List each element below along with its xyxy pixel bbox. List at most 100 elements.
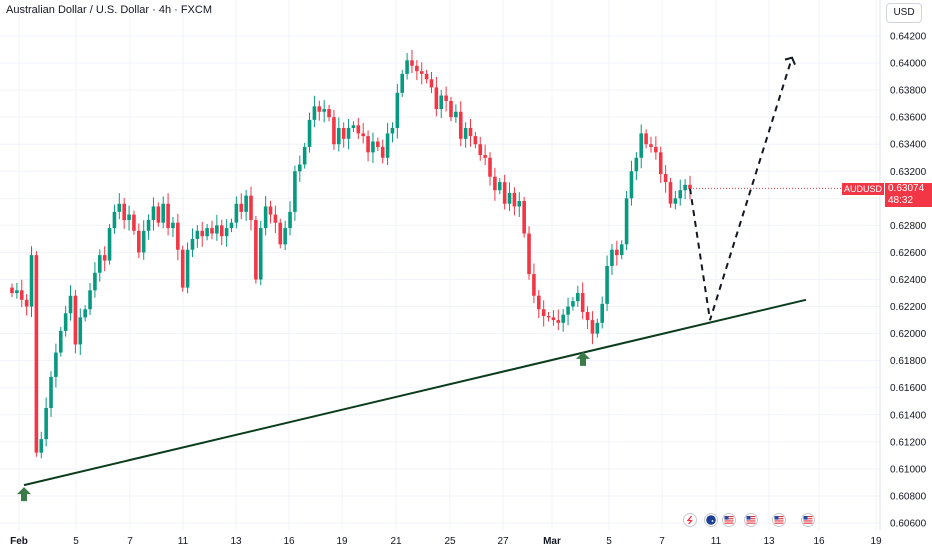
candle [356,117,361,140]
y-tick-label: 0.61000 [890,464,927,475]
x-tick-label: 7 [127,536,133,547]
candle [429,71,434,94]
candle [405,53,409,80]
candle [444,86,448,112]
y-tick-label: 0.64000 [890,59,927,70]
candle [205,224,209,241]
candle [180,245,185,292]
x-tick-label: 16 [283,536,295,547]
candle [527,226,531,280]
up-arrow-icon [17,487,31,502]
flag-us-icon[interactable] [722,513,736,527]
candle [644,129,648,149]
candle [376,137,380,151]
candle [615,240,619,266]
x-tick-label: 25 [444,536,456,547]
candle [195,225,200,248]
projection-path[interactable] [689,57,793,321]
candle [571,297,575,311]
flag-us-icon[interactable] [801,513,815,527]
flag-us-icon[interactable] [744,513,758,527]
x-tick-label: Feb [10,536,28,547]
flag-us-icon[interactable] [772,513,786,527]
candle [458,101,463,147]
candle [566,297,570,326]
y-tick-label: 0.62600 [890,248,927,259]
candle [688,175,692,200]
candle [190,228,195,258]
candle [19,279,24,308]
candle [419,62,424,85]
y-tick-label: 0.62000 [890,329,927,340]
y-tick-label: 0.61800 [890,356,927,367]
x-tick-label: Mar [543,536,561,547]
candle [54,343,58,388]
candle [185,242,190,294]
candle [156,202,161,227]
candle [107,224,112,265]
y-tick-label: 0.60600 [890,519,927,530]
lightning-icon[interactable] [683,513,697,527]
candle [395,83,400,139]
candle [493,167,497,201]
candle [683,179,687,200]
candle [122,198,126,229]
currency-button[interactable]: USD [886,3,922,23]
drawings-layer [17,56,880,502]
candle [449,96,453,122]
candle [141,220,146,260]
candle [249,186,253,231]
candle [258,220,263,286]
candle [556,309,561,331]
x-tick-label: 21 [390,536,402,547]
x-tick-label: 19 [870,536,882,547]
candle [610,244,614,275]
y-tick-label: 0.61400 [890,410,927,421]
candle [497,178,502,195]
candle [668,178,673,208]
candle [151,197,156,231]
candle [663,165,668,193]
candle [171,217,175,238]
candle [351,121,356,133]
candle [200,221,205,247]
candle [34,251,39,457]
candle [517,192,522,218]
candle [576,285,580,307]
candle [507,182,512,212]
candle [146,214,151,240]
candle [400,69,405,97]
candle [283,220,287,251]
support-trendline[interactable] [23,298,807,487]
candle [624,191,629,251]
chart-grid [0,0,881,530]
chart-title: Australian Dollar / U.S. Dollar · 4h · F… [6,4,212,16]
candle [327,104,331,122]
candle [536,290,541,319]
candle [127,205,131,231]
candle [239,193,244,220]
candle [161,196,166,229]
y-tick-label: 0.61200 [890,437,927,448]
candle [541,300,546,327]
candle [83,305,87,322]
candle [532,263,536,304]
candle [673,191,678,210]
candle [341,122,346,148]
candle [649,136,653,153]
flag-au-icon[interactable] [704,513,718,527]
candle [10,283,14,298]
candle [166,193,170,236]
candle [361,122,365,144]
candle [424,69,429,84]
x-tick-label: 11 [711,536,722,547]
y-tick-label: 0.60800 [890,491,927,502]
price-axis: 0.64200 0.64000 0.63800 0.63600 0.63400 0.632… [890,32,927,530]
candle [639,124,644,169]
candle [254,215,258,284]
candle [39,431,44,459]
candle [219,219,224,246]
candle [346,119,351,150]
y-tick-label: 0.64200 [890,32,927,43]
